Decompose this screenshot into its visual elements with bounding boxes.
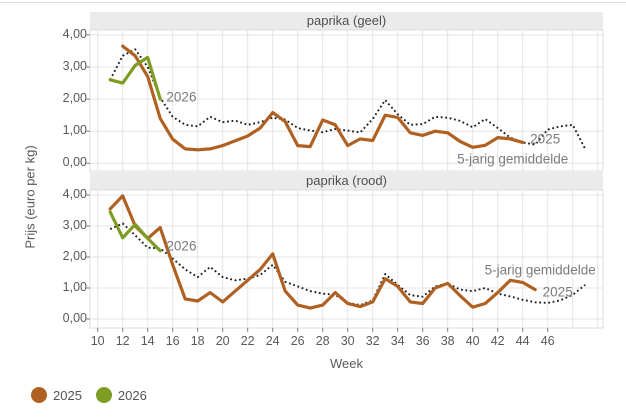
y-tick-label: 1,00 <box>62 123 87 138</box>
series-line-gemiddelde-geel <box>109 48 587 150</box>
x-tick-label: 26 <box>290 334 305 348</box>
annotation-5-jarig-gemiddelde: 5-jarig gemiddelde <box>457 151 569 167</box>
series-line-2026-rood <box>108 210 162 253</box>
y-tick-label: 0,00 <box>62 155 87 170</box>
legend-label-2025: 2025 <box>53 387 82 403</box>
series-line-2025-geel <box>121 44 525 152</box>
annotation-2026: 2026 <box>166 89 197 105</box>
panel-area <box>89 29 604 172</box>
x-tick-label: 42 <box>490 334 505 348</box>
legend: 2025 2026 <box>31 387 147 403</box>
x-tick-label: 32 <box>365 334 380 348</box>
x-tick-label: 40 <box>465 334 480 348</box>
y-tick-label: 2,00 <box>62 249 87 263</box>
x-tick-label: 14 <box>140 334 155 348</box>
x-tick-label: 18 <box>190 334 205 348</box>
x-axis-title: Week <box>330 356 363 371</box>
annotation-5-jarig-gemiddelde: 5-jarig gemiddelde <box>484 262 596 278</box>
y-tick-label: 1,00 <box>62 280 87 294</box>
x-tick-label: 22 <box>240 334 255 348</box>
y-tick-label: 4,00 <box>62 26 87 41</box>
legend-swatch-2025 <box>31 387 47 403</box>
x-tick-label: 34 <box>390 334 405 348</box>
panel-strip <box>90 12 603 30</box>
y-tick-label: 3,00 <box>62 59 87 73</box>
y-tick-label: 3,00 <box>62 218 87 232</box>
x-tick-label: 24 <box>265 334 280 348</box>
x-tick-label: 10 <box>90 334 105 348</box>
legend-swatch-2026 <box>95 387 112 403</box>
x-tick-label: 16 <box>165 334 180 348</box>
x-tick-label: 44 <box>515 334 530 348</box>
series-line-2025-rood <box>108 194 537 310</box>
x-tick-label: 38 <box>440 334 455 348</box>
x-tick-label: 36 <box>415 334 430 348</box>
annotation-2026: 2026 <box>166 238 197 254</box>
y-tick-label: 4,00 <box>62 187 87 201</box>
y-tick-label: 2,00 <box>62 91 87 106</box>
x-tick-label: 46 <box>540 334 555 348</box>
annotation-2025: 2025 <box>530 131 561 147</box>
legend-label-2026: 2026 <box>117 387 147 403</box>
panel-strip <box>90 172 603 190</box>
x-tick-label: 30 <box>340 334 355 348</box>
panel-title-rood: paprika (rood) <box>306 173 387 188</box>
y-tick-label: 0,00 <box>62 311 87 325</box>
series-line-2026-geel <box>108 55 162 101</box>
y-axis-title: Prijs (euro per kg) <box>22 145 38 249</box>
panel-title-geel: paprika (geel) <box>306 13 387 28</box>
panel-area <box>89 189 604 329</box>
x-tick-label: 28 <box>315 334 330 348</box>
x-tick-label: 20 <box>215 334 230 348</box>
annotation-2025: 2025 <box>542 284 573 300</box>
x-tick-label: 12 <box>115 334 130 348</box>
